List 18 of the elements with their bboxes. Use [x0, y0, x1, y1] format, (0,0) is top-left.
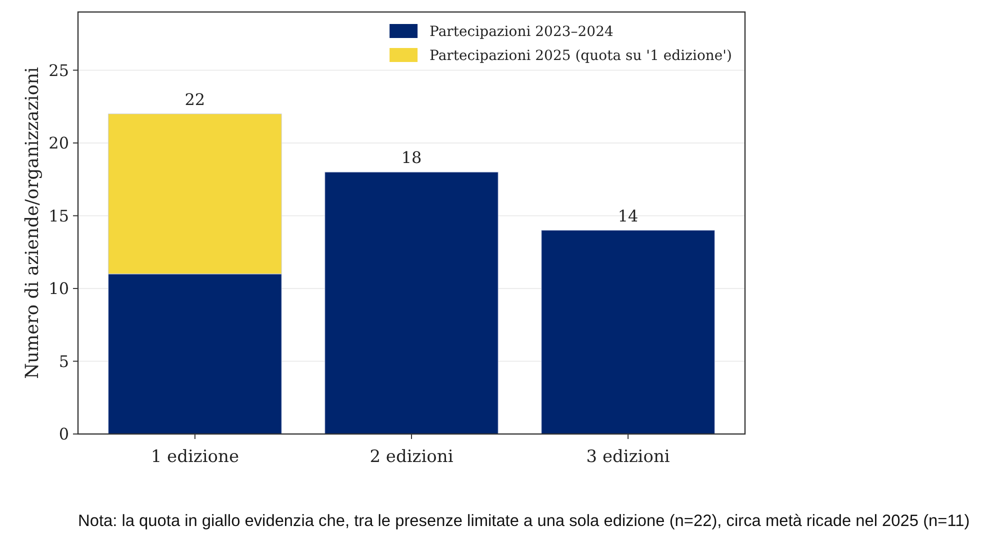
y-axis-title: Numero di aziende/organizzazioni	[22, 66, 43, 379]
y-tick-label: 25	[48, 60, 69, 80]
total-label: 18	[401, 148, 422, 168]
x-tick-label: 1 edizione	[150, 447, 240, 467]
total-label: 14	[618, 206, 638, 226]
y-tick-label: 20	[48, 134, 69, 153]
legend-label: Partecipazioni 2023–2024	[430, 24, 614, 40]
y-tick-label: 10	[48, 279, 69, 298]
total-label: 22	[184, 90, 206, 109]
bar	[541, 230, 715, 434]
y-tick-label: 0	[58, 424, 69, 444]
y-tick-label: 5	[58, 352, 69, 371]
y-tick-label: 15	[48, 206, 69, 226]
x-tick-label: 2 edizioni	[370, 447, 454, 467]
legend-label: Partecipazioni 2025 (quota su '1 edizione')	[430, 48, 732, 64]
bar	[324, 172, 498, 434]
text: Nota: la quota in giallo evidenzia che, tra le presenze limitate a una sola edizione (n=22), circa metà ricade nel 2025 (n=11)	[78, 512, 970, 530]
x-tick-label: 3 edizioni	[586, 447, 670, 467]
